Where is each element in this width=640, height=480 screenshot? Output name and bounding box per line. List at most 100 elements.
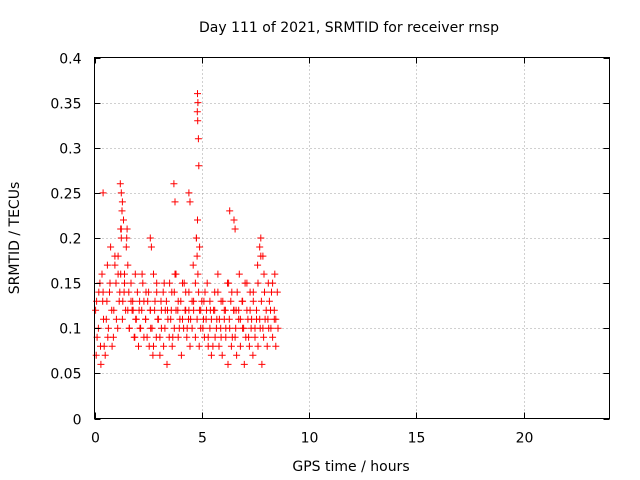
y-tick-label: 0.3 (59, 142, 81, 158)
data-point (235, 315, 243, 323)
data-point (249, 297, 257, 305)
data-point (108, 342, 116, 350)
data-point (123, 234, 131, 242)
data-point (195, 342, 203, 350)
data-point (265, 297, 273, 305)
data-point (117, 189, 125, 197)
data-point (168, 342, 176, 350)
data-point (170, 324, 178, 332)
data-point (146, 234, 154, 242)
data-point (211, 288, 219, 296)
data-point (101, 351, 109, 359)
data-point (221, 306, 229, 314)
data-point (146, 306, 154, 314)
data-point (249, 351, 257, 359)
data-point (204, 342, 212, 350)
data-point (115, 297, 123, 305)
data-point (194, 270, 202, 278)
data-point (228, 288, 236, 296)
data-point (232, 324, 240, 332)
data-point (235, 270, 243, 278)
x-tick-label: 20 (516, 431, 534, 447)
data-point (268, 288, 275, 296)
data-point (97, 360, 105, 368)
y-tick-label: 0.05 (50, 367, 81, 383)
data-point (256, 243, 264, 251)
data-point (118, 207, 126, 215)
data-point (227, 297, 235, 305)
data-point (157, 324, 165, 332)
data-point (263, 342, 271, 350)
data-point (240, 360, 248, 368)
data-point (231, 333, 239, 341)
data-point (215, 342, 223, 350)
data-point (99, 189, 107, 197)
data-point (111, 261, 119, 269)
data-point (226, 207, 234, 215)
data-point (217, 297, 225, 305)
data-point (167, 315, 175, 323)
data-point (131, 270, 139, 278)
x-tick-label: 10 (301, 431, 319, 447)
data-point (232, 306, 240, 314)
y-tick-label: 0.25 (50, 187, 81, 203)
data-point (203, 279, 211, 287)
data-point (111, 252, 119, 260)
data-point (270, 315, 278, 323)
data-point (185, 306, 193, 314)
data-point (122, 306, 130, 314)
data-point (218, 351, 226, 359)
data-point (104, 324, 112, 332)
data-point (112, 315, 120, 323)
data-point (140, 333, 148, 341)
y-axis-label: SRMTID / TECUs (7, 182, 23, 295)
data-point (199, 324, 207, 332)
x-tick-label: 5 (198, 431, 207, 447)
data-point (201, 288, 209, 296)
data-point (197, 306, 205, 314)
data-point (261, 315, 269, 323)
data-point (120, 216, 127, 224)
y-tick-label: 0.35 (50, 97, 81, 113)
data-point (247, 324, 255, 332)
data-point (257, 234, 265, 242)
data-point (260, 270, 268, 278)
data-point (149, 351, 157, 359)
y-tick-label: 0.1 (59, 322, 81, 338)
data-point (191, 279, 199, 287)
data-point (174, 333, 182, 341)
data-point (160, 279, 168, 287)
data-point (160, 342, 168, 350)
data-point (194, 99, 202, 107)
data-point (107, 243, 115, 251)
data-point (269, 333, 277, 341)
data-point (196, 243, 204, 251)
plot-frame (94, 57, 610, 419)
data-point (195, 288, 203, 296)
data-point (272, 342, 280, 350)
data-point (139, 279, 147, 287)
data-point (172, 306, 180, 314)
data-point (106, 288, 113, 296)
data-point (127, 279, 135, 287)
data-point (150, 270, 157, 278)
data-point (153, 288, 161, 296)
data-point (131, 333, 139, 341)
data-point (168, 288, 176, 296)
data-point (121, 279, 128, 287)
data-point (256, 324, 264, 332)
data-point (225, 279, 233, 287)
data-point (186, 342, 194, 350)
data-point (125, 288, 133, 296)
data-point (254, 261, 262, 269)
data-point (142, 288, 150, 296)
data-point (220, 315, 228, 323)
grid-lines (94, 57, 610, 419)
data-point (145, 342, 153, 350)
data-point (206, 306, 214, 314)
data-point (159, 288, 167, 296)
data-point (242, 333, 250, 341)
data-point (153, 279, 161, 287)
data-point (253, 306, 260, 314)
